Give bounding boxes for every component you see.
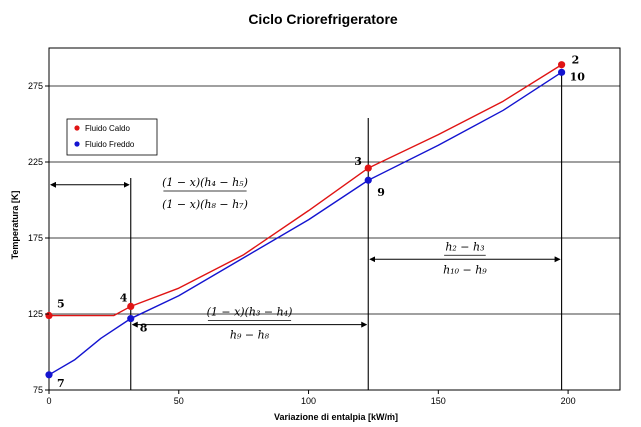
data-point — [364, 176, 372, 184]
plot-area — [48, 47, 621, 391]
y-tick-label: 75 — [33, 385, 43, 395]
data-point — [127, 314, 135, 323]
data-point — [558, 61, 566, 69]
x-tick-label: 0 — [46, 396, 51, 406]
x-tick-label: 150 — [431, 396, 446, 406]
vertical-reference-lines — [130, 70, 563, 390]
series — [48, 64, 562, 376]
data-point — [45, 311, 53, 320]
x-tick-label: 50 — [174, 396, 184, 406]
annotation-numerator: (1 − x)(h₄ − h₅) — [162, 176, 248, 189]
data-point — [127, 302, 135, 310]
point-label: 8 — [140, 322, 148, 335]
annotation-numerator: (1 − x)(h₃ − h₄) — [207, 306, 293, 319]
legend-box — [66, 118, 158, 156]
legend-marker — [74, 141, 80, 147]
series-line — [49, 64, 562, 317]
point-label: 2 — [572, 54, 580, 67]
legend-label: Fluido Caldo — [85, 124, 130, 133]
annotations: (1 − x)(h₄ − h₅) (1 − x)(h₈ − h₇) (1 − x)(… — [50, 176, 561, 342]
legend-marker — [74, 125, 80, 131]
point-label: 7 — [57, 377, 65, 390]
data-point — [364, 164, 372, 172]
x-axis-label: Variazione di entalpia [kW/ṁ] — [274, 412, 398, 422]
chart-title: Ciclo Criorefrigeratore — [248, 11, 398, 27]
point-label: 3 — [354, 155, 362, 168]
y-tick-label: 125 — [28, 309, 43, 319]
point-label: 10 — [570, 70, 586, 83]
point-label: 4 — [120, 291, 128, 304]
x-tick-label: 100 — [301, 396, 316, 406]
legend-label: Fluido Freddo — [85, 140, 135, 149]
x-tick-label: 200 — [561, 396, 576, 406]
gridlines — [49, 85, 620, 315]
markers — [45, 61, 566, 379]
annotation-denominator: (1 − x)(h₈ − h₇) — [162, 198, 248, 211]
point-label: 9 — [377, 186, 385, 199]
y-tick-label: 275 — [28, 81, 43, 91]
y-tick-label: 225 — [28, 157, 43, 167]
annotation-denominator: h₁₀ − h₉ — [443, 263, 487, 276]
data-point — [45, 371, 53, 379]
plot-border — [48, 47, 621, 391]
point-label: 5 — [57, 298, 65, 311]
annotation-numerator: h₂ − h₃ — [445, 240, 484, 253]
annotation-denominator: h₉ − h₈ — [230, 329, 270, 342]
legend: Fluido Caldo Fluido Freddo — [66, 118, 158, 156]
y-axis-label: Temperatura [K] — [10, 191, 20, 260]
series-line — [48, 71, 562, 376]
point-labels: 5 4 3 2 7 8 9 10 — [57, 54, 585, 390]
data-point — [558, 68, 566, 76]
y-tick-label: 175 — [28, 233, 43, 243]
